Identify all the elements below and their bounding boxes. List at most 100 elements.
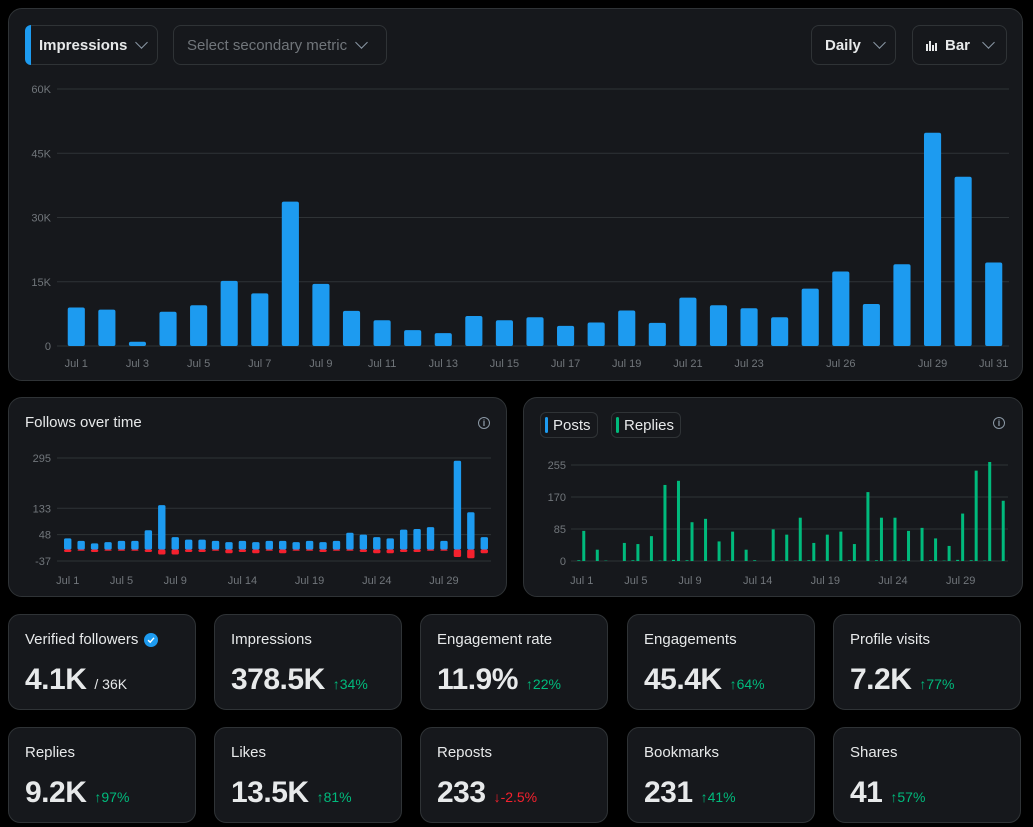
replies-bar <box>974 470 978 561</box>
impressions-bar <box>618 310 636 346</box>
posts-bar <box>929 560 933 561</box>
replies-bar <box>595 549 599 561</box>
replies-bar <box>771 529 775 561</box>
unfollows-bar <box>440 549 448 551</box>
y-tick-label: 0 <box>45 341 51 353</box>
unfollows-bar <box>77 549 85 551</box>
replies-bar <box>731 531 735 561</box>
follows-bar <box>413 529 421 550</box>
metric-color-indicator <box>25 25 31 65</box>
x-tick-label: Jul 13 <box>429 358 458 370</box>
arrow-up-icon: ↑ <box>94 789 102 805</box>
info-icon[interactable]: i <box>993 417 1005 429</box>
replies-swatch <box>616 417 619 433</box>
stat-delta-value: 41% <box>707 789 736 805</box>
y-tick-label: 45K <box>31 148 51 160</box>
impressions-bar <box>648 322 666 346</box>
posts-bar <box>956 559 960 561</box>
posts-bar <box>685 560 689 561</box>
stat-delta: ↓-2.5% <box>494 789 538 805</box>
arrow-down-icon: ↓ <box>493 789 501 805</box>
impressions-bar <box>771 317 789 346</box>
impressions-bar <box>404 330 422 346</box>
stat-label: Replies <box>25 744 76 761</box>
unfollows-bar <box>386 549 394 554</box>
stat-delta-value: 64% <box>736 676 765 692</box>
chart-type-dropdown[interactable]: Bar <box>912 25 1007 65</box>
follows-bar <box>305 540 314 550</box>
stat-delta: ↑64% <box>730 676 765 692</box>
impressions-bar <box>128 341 147 346</box>
x-tick-label: Jul 29 <box>918 358 947 370</box>
stat-shares: Shares 41 ↑57% <box>833 727 1021 823</box>
stat-value: 7.2K <box>850 663 912 696</box>
unfollows-bar <box>373 549 381 554</box>
stat-label: Engagements <box>644 631 737 648</box>
interval-dropdown[interactable]: Daily <box>811 25 896 65</box>
y-tick-label: 48 <box>39 530 51 542</box>
stat-delta-value: 22% <box>532 676 561 692</box>
replies-bar <box>1001 500 1005 561</box>
replies-bar <box>934 538 938 561</box>
arrow-up-icon: ↑ <box>525 676 533 692</box>
replies-bar <box>717 541 721 561</box>
unfollows-bar <box>305 549 314 551</box>
follows-bar <box>359 534 368 550</box>
unfollows-bar <box>211 549 220 551</box>
impressions-bar <box>587 322 605 346</box>
primary-metric-dropdown[interactable]: Impressions <box>25 25 158 65</box>
impressions-bar <box>67 307 85 346</box>
impressions-bar <box>832 271 850 346</box>
stat-replies: Replies 9.2K ↑97% <box>8 727 196 823</box>
y-tick-label: 255 <box>548 460 566 472</box>
impressions-bar <box>312 283 330 346</box>
stat-label-text: Verified followers <box>25 631 139 648</box>
impressions-bar <box>465 316 483 346</box>
impressions-bar <box>985 262 1003 346</box>
legend-posts[interactable]: Posts <box>540 412 598 438</box>
secondary-metric-dropdown[interactable]: Select secondary metric <box>173 25 387 65</box>
legend-replies[interactable]: Replies <box>611 412 682 438</box>
replies-bar <box>920 527 924 561</box>
unfollows-bar <box>238 549 247 553</box>
x-tick-label: Jul 31 <box>979 358 1008 370</box>
impressions-bar <box>862 304 880 346</box>
impressions-bar <box>526 317 544 346</box>
stat-profile-visits: Profile visits 7.2K ↑77% <box>833 614 1021 710</box>
stat-value-row: 45.4K ↑64% <box>644 663 765 697</box>
stat-delta-value: 34% <box>339 676 368 692</box>
unfollows-bar <box>184 549 193 553</box>
stat-delta-value: 81% <box>323 789 352 805</box>
unfollows-bar <box>467 549 475 559</box>
posts-bar <box>807 560 811 561</box>
y-tick-label: 30K <box>31 213 51 225</box>
unfollows-bar <box>480 549 488 554</box>
unfollows-bar <box>265 549 273 551</box>
stat-delta-value: -2.5% <box>500 789 538 805</box>
follows-bar <box>252 542 260 550</box>
info-icon[interactable]: i <box>478 417 490 429</box>
unfollows-bar <box>292 549 300 551</box>
x-tick-label: Jul 5 <box>624 575 647 587</box>
stat-value-row: 233 ↓-2.5% <box>437 776 537 810</box>
follows-bar <box>64 538 72 550</box>
posts-replies-chart: 255 170 85 0 Jul 1 Jul 5 Jul 9 Jul 14 Jul 19 Jul … <box>548 460 1008 587</box>
x-tick-label: Jul 17 <box>551 358 580 370</box>
stat-value-row: 7.2K ↑77% <box>850 663 954 697</box>
replies-bar <box>690 522 694 561</box>
arrow-up-icon: ↑ <box>729 676 737 692</box>
chart-type-label: Bar <box>945 36 971 54</box>
follows-bar <box>144 530 153 550</box>
follows-bar <box>467 512 475 550</box>
stat-subvalue: / 36K <box>94 676 128 692</box>
stat-delta: ↑97% <box>94 789 129 805</box>
legend-posts-label: Posts <box>553 416 591 434</box>
impressions-bar <box>342 310 361 346</box>
stat-engagements: Engagements 45.4K ↑64% <box>627 614 815 710</box>
follows-bar <box>117 540 126 550</box>
stat-delta-value: 57% <box>897 789 926 805</box>
y-tick-label: 85 <box>554 524 566 536</box>
impressions-bar <box>495 320 513 346</box>
stat-value: 4.1K <box>25 663 87 696</box>
impressions-bar <box>98 309 116 346</box>
